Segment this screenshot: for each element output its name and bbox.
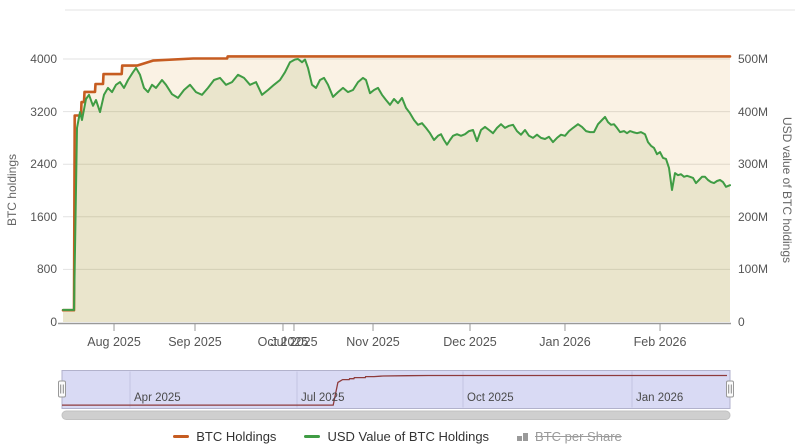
legend-line-marker (173, 435, 190, 438)
series-line (62, 58, 731, 311)
y-axis-left-tick-label: 800 (36, 262, 57, 277)
y-axis-left-tick-label: 3200 (30, 104, 57, 119)
navigator-month-label: Oct 2025 (467, 392, 514, 404)
y-axis-right-tick-label: 300M (738, 157, 769, 172)
y-axis-left-tick-label: 0 (50, 315, 57, 329)
x-axis-month-label: Aug 2025 (87, 335, 141, 349)
legend-label: BTC Holdings (196, 429, 277, 444)
legend-item-btc-per-share[interactable]: BTC per Share (517, 429, 622, 444)
x-axis-month-label: Nov 2025 (346, 335, 400, 349)
y-axis-right-tick-label: 0 (738, 315, 745, 329)
y-axis-right-tick-label: 100M (738, 262, 769, 277)
legend-item-btc-holdings[interactable]: BTC Holdings (173, 429, 276, 444)
x-axis-month-label: Feb 2026 (633, 335, 687, 349)
navigator-handle-left[interactable] (58, 380, 66, 398)
y-axis-right-tick-label: 200M (738, 209, 769, 224)
x-axis-month-label: Dec 2025 (443, 335, 497, 349)
x-axis-month-label: Sep 2025 (168, 335, 222, 349)
left-axis-title: BTC holdings (5, 153, 19, 227)
x-axis-month-label: Oct 2025 (257, 335, 309, 349)
legend-label: USD Value of BTC Holdings (327, 429, 490, 444)
navigator-handle-right[interactable] (726, 380, 734, 398)
navigator-month-label: Jan 2026 (636, 392, 684, 404)
y-axis-left-tick-label: 2400 (30, 157, 57, 172)
x-axis-ghost-label: Jul 2025 (270, 335, 318, 349)
y-axis-left-tick-label: 1600 (30, 209, 57, 224)
y-axis-right-tick-label: 500M (738, 52, 769, 66)
area-fill (63, 59, 730, 322)
area-fill (63, 56, 730, 323)
legend-bars-marker (517, 432, 529, 441)
top-divider (65, 9, 795, 11)
navigator-month-label: Jul 2025 (301, 392, 345, 404)
right-axis-title: USD value of BTC holdings (780, 116, 794, 264)
y-axis-right-tick-label: 400M (738, 104, 769, 119)
legend-item-usd-value[interactable]: USD Value of BTC Holdings (304, 429, 489, 444)
y-axis-left-tick-label: 4000 (30, 52, 57, 66)
x-axis-month-label: Jan 2026 (539, 335, 591, 349)
legend-line-marker (304, 435, 321, 438)
navigator-month-label: Apr 2025 (134, 392, 181, 404)
navigator-series-line (62, 374, 727, 406)
scrollbar-thumb[interactable] (61, 410, 731, 420)
legend-label: BTC per Share (535, 429, 622, 444)
legend: BTC Holdings USD Value of BTC Holdings B… (0, 429, 795, 444)
